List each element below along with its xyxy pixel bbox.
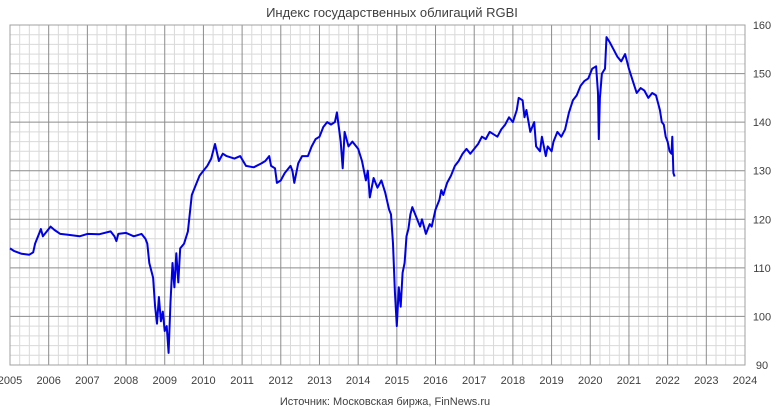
x-tick-label: 2007 [75,375,99,387]
x-tick-label: 2009 [152,375,176,387]
x-tick-label: 2024 [733,375,757,387]
x-tick-label: 2016 [423,375,447,387]
y-axis-tick-labels: 90 100 110 120 130 140 150 160 [753,20,771,372]
x-tick-label: 2019 [539,375,563,387]
x-tick-label: 2021 [617,375,641,387]
y-tick-label: 120 [753,214,771,226]
y-tick-label: 100 [753,311,771,323]
plot-frame [9,24,746,366]
x-tick-label: 2022 [655,375,679,387]
rgbi-series-line [9,36,676,354]
x-tick-label: 2012 [269,375,293,387]
chart-title: Индекс государственных облигаций RGBI [266,5,518,20]
y-tick-label: 150 [753,69,771,81]
x-tick-label: 2018 [501,375,525,387]
y-tick-label: 110 [753,263,771,275]
x-tick-label: 2017 [462,375,486,387]
x-tick-label: 2023 [694,375,718,387]
y-tick-label: 140 [753,117,771,129]
x-tick-label: 2020 [578,375,602,387]
x-axis-tick-labels: 2005 2006 2007 2008 2009 2010 2011 2012 2013 2014… [0,375,757,387]
minor-gridlines [10,25,745,365]
x-tick-label: 2008 [114,375,138,387]
x-tick-label: 2015 [385,375,409,387]
y-tick-label: 160 [753,20,771,32]
major-gridlines [9,24,746,366]
x-tick-label: 2011 [230,375,254,387]
x-tick-label: 2013 [307,375,331,387]
y-tick-label: 90 [756,360,768,372]
y-tick-label: 130 [753,166,771,178]
x-tick-label: 2006 [36,375,60,387]
source-caption: Источник: Московская биржа, FinNews.ru [280,396,490,408]
x-tick-label: 2010 [191,375,215,387]
x-tick-label: 2005 [0,375,22,387]
x-tick-label: 2014 [346,375,370,387]
